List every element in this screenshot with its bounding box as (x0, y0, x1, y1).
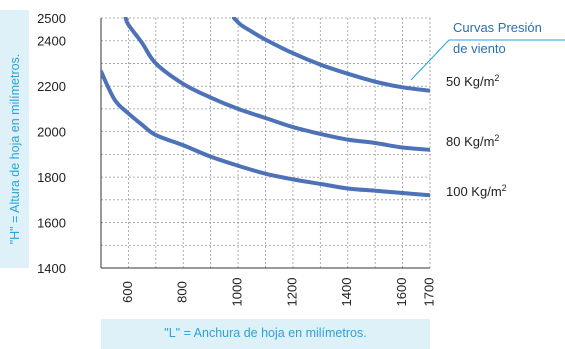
y-tick-label: 1600 (37, 216, 66, 231)
x-tick-label: 800 (175, 281, 190, 303)
annotation-leader-line (410, 39, 450, 81)
series-label-superscript: 2 (494, 133, 499, 143)
x-tick-label: 1700 (421, 278, 436, 307)
y-tick-label: 2500 (37, 11, 66, 26)
y-axis-label-box: "H" = Altura de hoja en milímetros. (0, 10, 29, 268)
annotation-line-1: Curvas Presión (453, 20, 542, 35)
series-label: 50 Kg/m2 (446, 73, 499, 89)
series-label: 100 Kg/m2 (446, 183, 507, 199)
y-tick-label: 2200 (37, 79, 66, 94)
x-tick-label: 1400 (339, 278, 354, 307)
y-tick-label: 1400 (37, 261, 66, 276)
y-tick-label: 1800 (37, 170, 66, 185)
x-axis-title: "L" = Anchura de hoja en milímetros. (164, 326, 367, 340)
x-axis-label-box: "L" = Anchura de hoja en milímetros. (101, 319, 430, 349)
x-tick-label: 1600 (394, 278, 409, 307)
x-tick-label: 600 (120, 281, 135, 303)
series-label-superscript: 2 (494, 73, 499, 83)
annotation-line-2: de viento (453, 41, 506, 56)
series-label-superscript: 2 (502, 183, 507, 193)
series-line (101, 69, 430, 198)
y-tick-label: 2000 (37, 125, 66, 140)
series-line (231, 17, 430, 93)
x-tick-label: 1200 (284, 278, 299, 307)
x-tick-label: 1000 (230, 278, 245, 307)
y-tick-label: 2400 (37, 34, 66, 49)
series-label: 80 Kg/m2 (446, 133, 499, 149)
series-line (123, 17, 430, 152)
